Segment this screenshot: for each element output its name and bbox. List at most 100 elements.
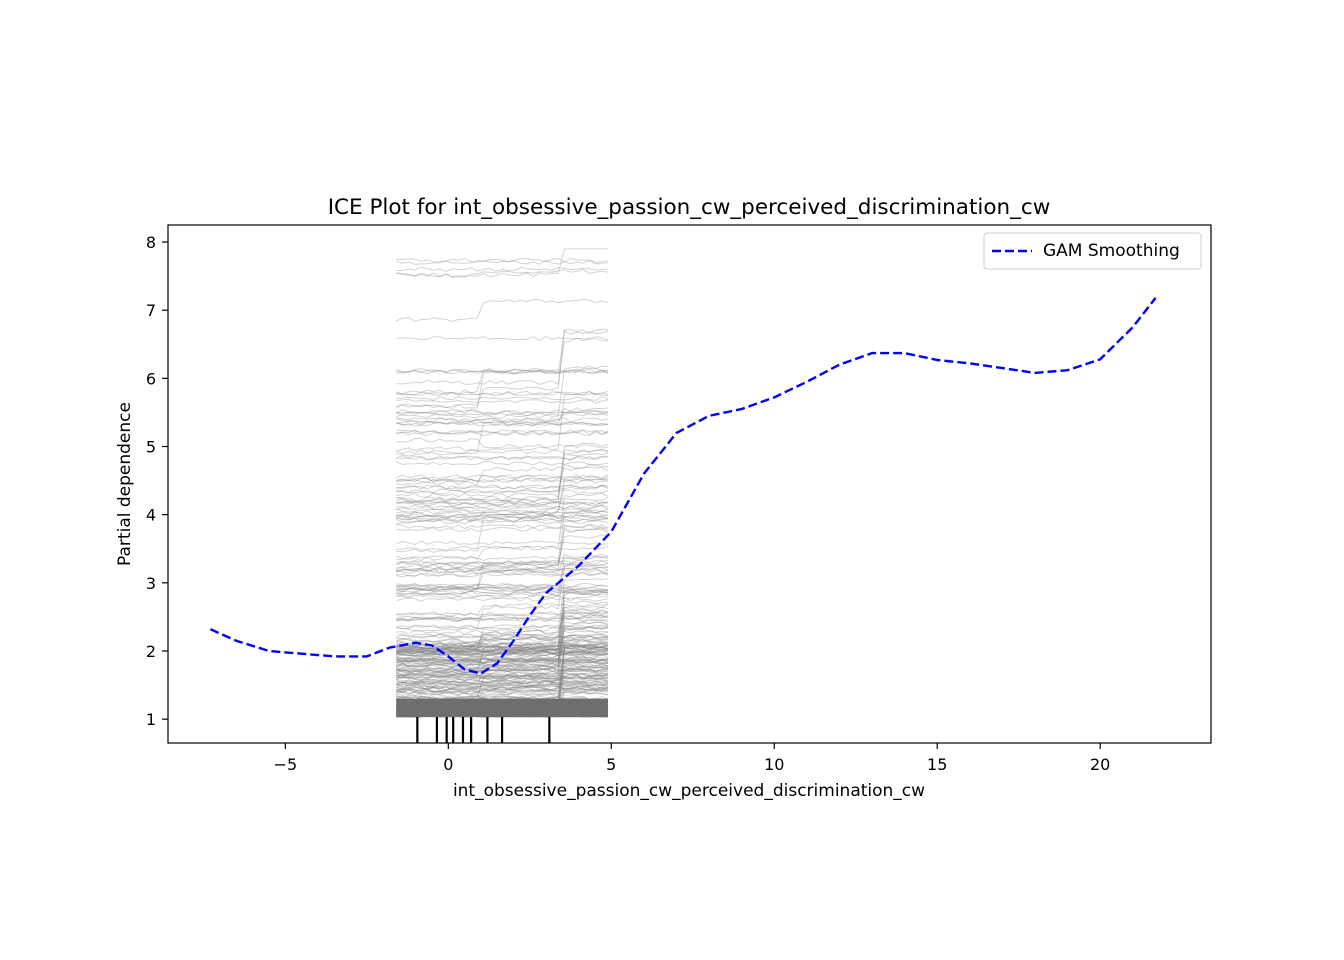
ice-curve (396, 398, 609, 404)
ice-curve (396, 633, 609, 675)
ice-curve (396, 663, 609, 668)
legend-label-gam: GAM Smoothing (1043, 241, 1180, 261)
ice-curve (396, 643, 609, 649)
ice-curve (395, 658, 609, 664)
ice-curve (396, 368, 609, 374)
ice-curve (396, 477, 608, 483)
ice-curve (396, 478, 609, 515)
ice-curve (396, 629, 608, 653)
ice-curve (395, 609, 609, 668)
ice-curve (396, 496, 609, 502)
ice-curve (396, 429, 609, 435)
ice-curve (396, 555, 609, 561)
ice-curve (395, 689, 609, 695)
ice-curve (396, 429, 609, 435)
ice-curve (396, 484, 609, 490)
ice-curve (396, 679, 609, 685)
ice-curve (395, 559, 609, 591)
ice-curve (396, 421, 609, 427)
ice-curve (396, 583, 609, 589)
ice-curve (395, 686, 609, 692)
ice-curve (396, 629, 609, 635)
ice-curve (396, 484, 609, 517)
y-tick-label: 8 (146, 233, 156, 252)
ice-curve (396, 645, 609, 700)
ice-curve (396, 484, 609, 490)
ice-curve (396, 417, 609, 423)
ice-curve (396, 679, 609, 685)
ice-curve (396, 431, 609, 437)
ice-curve (396, 658, 609, 664)
ice-curve (396, 648, 609, 653)
ice-curve (396, 268, 609, 278)
ice-curve (396, 672, 608, 678)
ice-curve (395, 656, 609, 662)
ice-curve (396, 517, 609, 523)
ice-curve (396, 662, 609, 668)
ice-curve (396, 507, 609, 513)
x-tick-label: 10 (764, 755, 784, 774)
ice-curve (396, 676, 609, 682)
ice-curve (396, 638, 609, 643)
ice-curve (396, 510, 609, 519)
ice-curve (396, 588, 609, 594)
ice-curve (396, 489, 609, 495)
ice-curve (396, 635, 609, 653)
ice-curve (396, 328, 609, 409)
ice-curve (396, 686, 609, 692)
ice-curve (396, 675, 609, 681)
ice-curve (396, 514, 609, 520)
ice-curve (396, 561, 609, 567)
ice-curve (395, 411, 609, 417)
ice-curve (396, 644, 609, 650)
ice-curve (396, 658, 609, 664)
ice-curve (395, 680, 609, 688)
ice-curve (396, 523, 608, 572)
x-tick-label: 0 (443, 755, 453, 774)
ice-curve (396, 421, 609, 457)
ice-curve (396, 517, 609, 523)
ice-curve (396, 594, 609, 600)
ice-curve (396, 500, 609, 506)
ice-curve (395, 646, 609, 652)
ice-curve (396, 369, 609, 375)
ice-curve (396, 545, 609, 551)
ice-curve (396, 648, 609, 654)
ice-curve (396, 680, 609, 686)
ice-curve (396, 640, 609, 645)
ice-curve (396, 688, 609, 694)
ice-curve (396, 657, 609, 663)
ice-curve (396, 390, 609, 396)
ice-curve (396, 390, 609, 452)
ice-curve (396, 582, 609, 588)
y-axis: 1 2 3 4 5 6 7 8 (146, 233, 168, 729)
ice-curve (395, 612, 609, 672)
ice-curve (396, 590, 609, 596)
ice-curve (396, 649, 609, 655)
ice-curve (396, 411, 609, 423)
ice-curve (396, 621, 609, 693)
ice-curve (396, 649, 609, 655)
ice-curve (396, 505, 609, 511)
ice-curve (396, 633, 609, 639)
x-tick-label: 20 (1090, 755, 1110, 774)
ice-curve (396, 257, 609, 263)
ice-curve (396, 638, 609, 663)
ice-curve (396, 635, 609, 644)
ice-curve (396, 691, 609, 697)
ice-curve (396, 599, 609, 663)
ice-curve (396, 526, 609, 532)
ice-curve (395, 298, 609, 322)
rug-marks (416, 717, 551, 743)
ice-curve (396, 409, 609, 415)
ice-curve (396, 668, 609, 700)
ice-curve (395, 682, 609, 688)
ice-curve (396, 501, 609, 507)
ice-curve (396, 504, 609, 510)
x-axis-label: int_obsessive_passion_cw_perceived_discr… (453, 781, 925, 801)
ice-curve (396, 559, 609, 565)
ice-curve (396, 524, 609, 530)
ice-curve (396, 396, 609, 402)
ice-curve (396, 578, 609, 651)
ice-curve (396, 248, 608, 278)
